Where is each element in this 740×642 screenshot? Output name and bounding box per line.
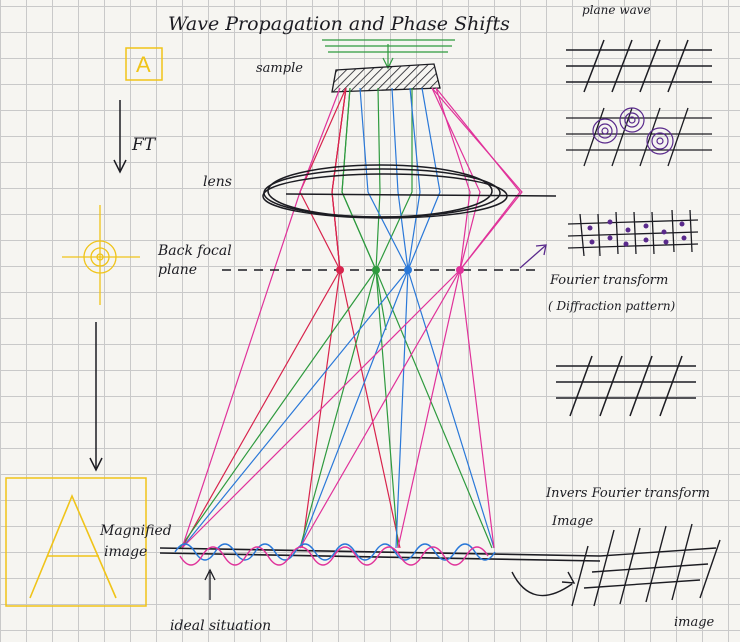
diagram-title: Wave Propagation and Phase Shifts <box>168 13 510 35</box>
big-a-letter <box>29 493 117 599</box>
inverse-fourier-label: Invers Fourier transform <box>545 486 710 501</box>
diffraction-pattern-label: ( Diffraction pattern) <box>548 299 676 313</box>
ft-arrow <box>113 100 127 174</box>
sample-label: sample <box>256 61 303 76</box>
ideal-arrow <box>204 568 216 600</box>
incident-plane-wave <box>322 39 455 70</box>
focal-points <box>336 266 464 274</box>
ideal-situation-label: ideal situation <box>170 618 271 634</box>
plane-wave-grid <box>566 39 712 93</box>
light-rays <box>179 87 523 549</box>
ft-label: FT <box>131 135 157 155</box>
small-a-letter: A <box>136 52 151 77</box>
focal-point-magenta <box>456 266 464 274</box>
objective-lens <box>262 164 557 219</box>
image-waves <box>174 543 496 566</box>
lens-label: lens <box>203 174 232 190</box>
reconstructed-wave-grid <box>556 355 696 417</box>
blue-rays <box>181 87 495 549</box>
back-focal-label-line1: Back focal <box>157 243 232 259</box>
green-rays <box>179 87 493 549</box>
magenta-rays <box>181 87 523 549</box>
small-a-box <box>125 47 163 81</box>
fourier-pointer-arrow <box>519 244 547 269</box>
magnified-label-line2: image <box>104 544 147 560</box>
spherical-wavelets-icon <box>592 107 674 155</box>
to-image-arrowhead <box>561 571 576 584</box>
focal-point-green <box>372 266 380 274</box>
inverse-arrow <box>89 322 103 472</box>
left-column: A FT A <box>0 0 163 607</box>
red-rays <box>181 87 401 549</box>
final-image-grid <box>571 523 721 607</box>
back-focal-label-line2: plane <box>158 262 197 278</box>
big-a-box <box>5 477 147 607</box>
fourier-transform-label: Fourier transform <box>549 273 668 288</box>
image-label-top: Image <box>551 514 594 529</box>
focal-point-red <box>336 266 344 274</box>
diffraction-spots <box>587 219 687 247</box>
big-a-letter-text: A <box>0 0 1 1</box>
spherical-waves-grid <box>566 107 712 167</box>
sample-specimen <box>331 63 441 93</box>
image-label-bottom: image <box>674 615 715 630</box>
plane-wave-label: plane wave <box>582 3 651 17</box>
to-image-arrow <box>511 571 573 597</box>
right-panel: plane wave Fourier transform ( Diffracti… <box>545 3 721 630</box>
magnified-label-line1: Magnified <box>99 523 172 539</box>
diffraction-grid <box>567 209 699 257</box>
focal-spot-icon <box>62 205 140 305</box>
focal-point-blue <box>404 266 412 274</box>
